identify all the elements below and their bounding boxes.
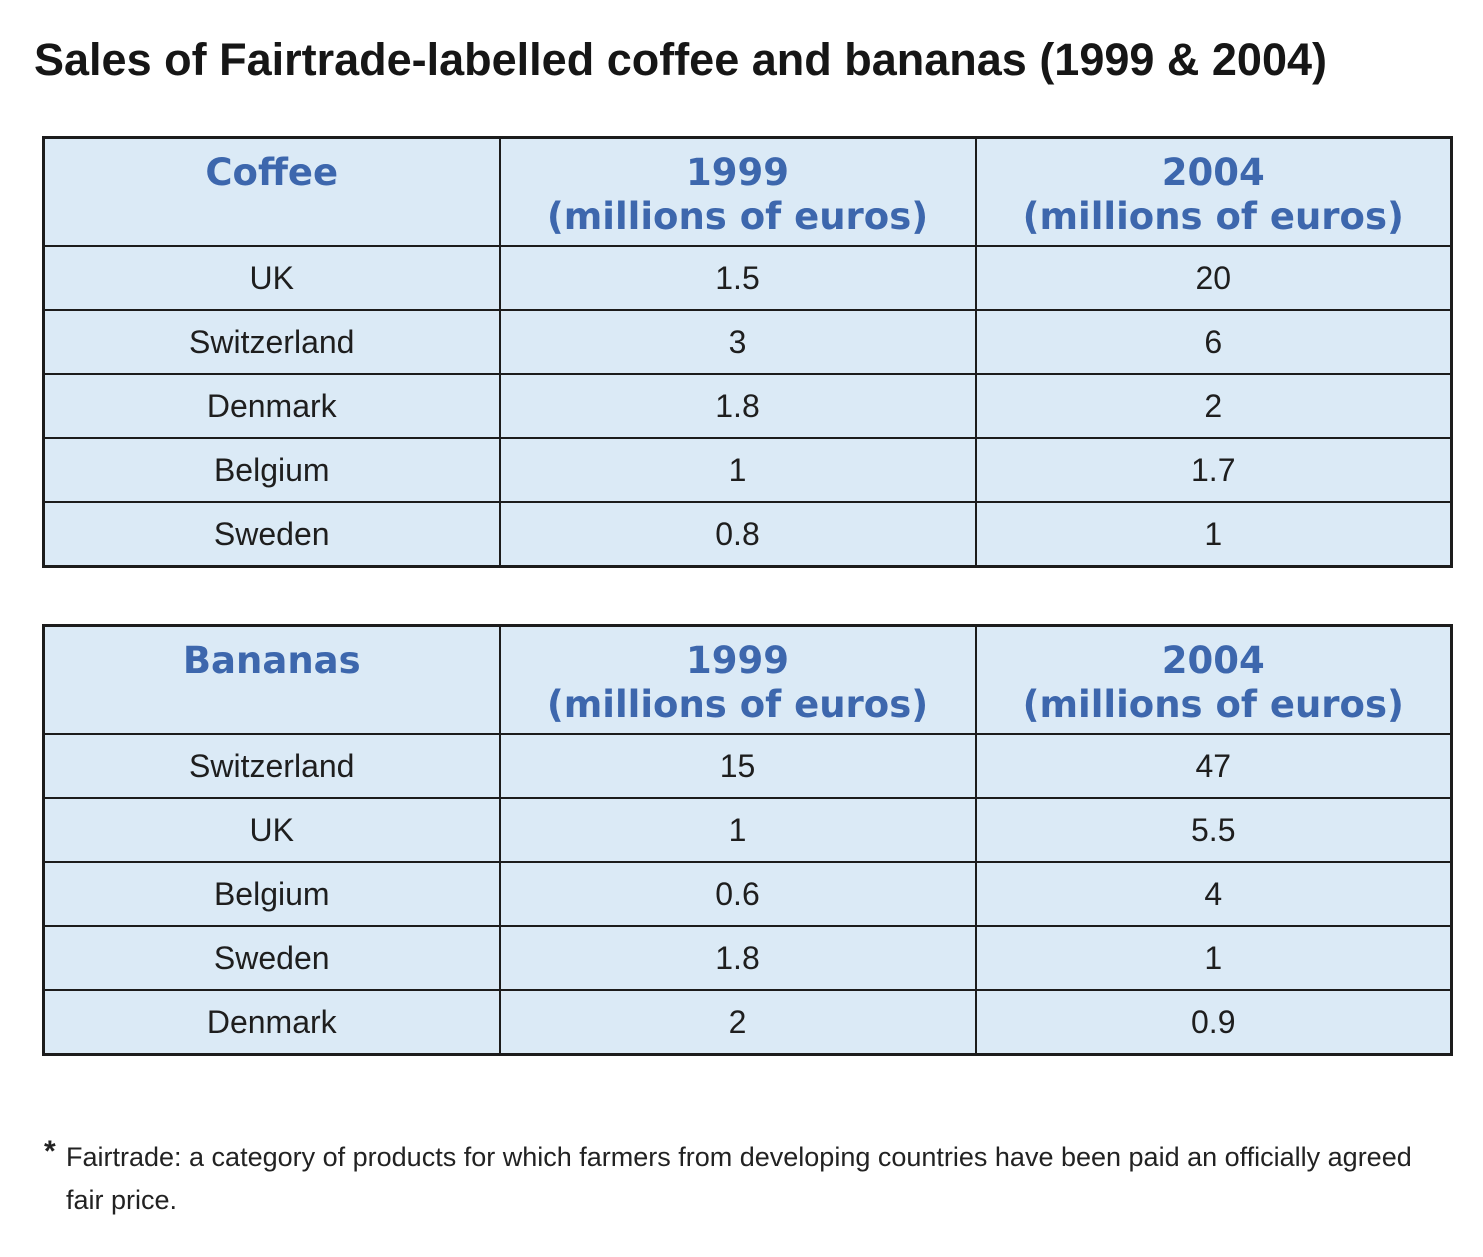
- value-2004-cell: 0.9: [974, 989, 1453, 1056]
- year-1999-header: 1999 (millions of euros): [498, 624, 977, 735]
- table-header-row: Coffee 1999 (millions of euros) 2004 (mi…: [42, 136, 1453, 247]
- country-cell: Sweden: [42, 501, 501, 568]
- category-header: Coffee: [42, 136, 501, 247]
- year-label: 1999: [686, 639, 789, 682]
- value-2004-cell: 4: [974, 861, 1453, 927]
- value-2004-cell: 5.5: [974, 797, 1453, 863]
- category-header: Bananas: [42, 624, 501, 735]
- unit-label: (millions of euros): [546, 195, 929, 238]
- year-label: 2004: [1161, 151, 1265, 194]
- coffee-table-body: UK 1.5 20 Switzerland 3 6 Denmark 1.8 2 Belgium 1 1…: [42, 245, 1453, 568]
- table-row: Sweden 1.8 1: [42, 925, 1453, 991]
- table-row: Denmark 1.8 2: [42, 373, 1453, 439]
- page-title: Sales of Fairtrade-labelled coffee and b…: [34, 34, 1328, 85]
- country-cell: Belgium: [42, 437, 501, 503]
- table-row: Sweden 0.8 1: [42, 501, 1453, 568]
- value-1999-cell: 3: [498, 309, 977, 375]
- unit-label: (millions of euros): [546, 683, 929, 726]
- footnote-marker: *: [44, 1135, 56, 1168]
- year-label: 1999: [686, 151, 789, 194]
- value-2004-cell: 20: [974, 245, 1453, 311]
- value-1999-cell: 1.8: [498, 925, 977, 991]
- value-1999-cell: 1.8: [498, 373, 977, 439]
- coffee-sales-table: Coffee 1999 (millions of euros) 2004 (mi…: [42, 136, 1453, 568]
- table-row: Belgium 0.6 4: [42, 861, 1453, 927]
- table-header-row: Bananas 1999 (millions of euros) 2004 (m…: [42, 624, 1453, 735]
- bananas-table-body: Switzerland 15 47 UK 1 5.5 Belgium 0.6 4 Sweden 1.…: [42, 733, 1453, 1056]
- value-1999-cell: 15: [498, 733, 977, 799]
- value-2004-cell: 2: [974, 373, 1453, 439]
- coffee-table-container: Coffee 1999 (millions of euros) 2004 (mi…: [42, 136, 1453, 568]
- country-cell: Switzerland: [42, 309, 501, 375]
- value-1999-cell: 2: [498, 989, 977, 1056]
- value-1999-cell: 0.6: [498, 861, 977, 927]
- unit-label: (millions of euros): [1022, 683, 1404, 726]
- bananas-sales-table: Bananas 1999 (millions of euros) 2004 (m…: [42, 624, 1453, 1056]
- country-cell: Denmark: [42, 989, 501, 1056]
- country-cell: Sweden: [42, 925, 501, 991]
- year-1999-header: 1999 (millions of euros): [498, 136, 977, 247]
- category-header-label: Coffee: [205, 151, 339, 194]
- table-row: Switzerland 3 6: [42, 309, 1453, 375]
- bananas-table-container: Bananas 1999 (millions of euros) 2004 (m…: [42, 624, 1453, 1056]
- value-2004-cell: 1.7: [974, 437, 1453, 503]
- value-1999-cell: 1.5: [498, 245, 977, 311]
- country-cell: UK: [42, 245, 501, 311]
- country-cell: Denmark: [42, 373, 501, 439]
- year-2004-header: 2004 (millions of euros): [974, 624, 1453, 735]
- country-cell: Belgium: [42, 861, 501, 927]
- value-2004-cell: 1: [974, 501, 1453, 568]
- table-row: UK 1 5.5: [42, 797, 1453, 863]
- table-row: Belgium 1 1.7: [42, 437, 1453, 503]
- year-label: 2004: [1161, 639, 1265, 682]
- table-row: Switzerland 15 47: [42, 733, 1453, 799]
- value-1999-cell: 0.8: [498, 501, 977, 568]
- value-2004-cell: 1: [974, 925, 1453, 991]
- country-cell: Switzerland: [42, 733, 501, 799]
- unit-label: (millions of euros): [1022, 195, 1404, 238]
- value-1999-cell: 1: [498, 437, 977, 503]
- table-row: UK 1.5 20: [42, 245, 1453, 311]
- year-2004-header: 2004 (millions of euros): [974, 136, 1453, 247]
- value-2004-cell: 6: [974, 309, 1453, 375]
- category-header-label: Bananas: [182, 639, 361, 682]
- table-row: Denmark 2 0.9: [42, 989, 1453, 1056]
- country-cell: UK: [42, 797, 501, 863]
- value-1999-cell: 1: [498, 797, 977, 863]
- value-2004-cell: 47: [974, 733, 1453, 799]
- footnote: * Fairtrade: a category of products for …: [44, 1135, 1444, 1222]
- footnote-text: Fairtrade: a category of products for wh…: [66, 1142, 1412, 1215]
